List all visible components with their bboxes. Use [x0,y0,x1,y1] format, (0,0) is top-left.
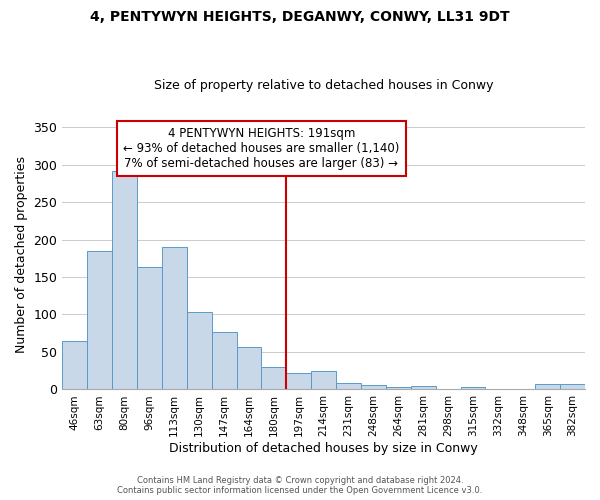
X-axis label: Distribution of detached houses by size in Conwy: Distribution of detached houses by size … [169,442,478,455]
Bar [87,251,112,390]
Title: Size of property relative to detached houses in Conwy: Size of property relative to detached ho… [154,79,493,92]
Bar [560,384,585,390]
Bar [212,332,236,390]
Bar [162,247,187,390]
Bar [236,346,262,390]
Bar [187,312,212,390]
Bar [485,388,511,390]
Bar [535,384,560,390]
Bar [311,372,336,390]
Bar [461,387,485,390]
Bar [137,268,162,390]
Bar [386,387,411,390]
Bar [112,170,137,390]
Bar [336,382,361,390]
Text: 4, PENTYWYN HEIGHTS, DEGANWY, CONWY, LL31 9DT: 4, PENTYWYN HEIGHTS, DEGANWY, CONWY, LL3… [90,10,510,24]
Bar [411,386,436,390]
Bar [262,367,286,390]
Text: 4 PENTYWYN HEIGHTS: 191sqm
← 93% of detached houses are smaller (1,140)
7% of se: 4 PENTYWYN HEIGHTS: 191sqm ← 93% of deta… [123,127,400,170]
Y-axis label: Number of detached properties: Number of detached properties [15,156,28,353]
Bar [361,385,386,390]
Bar [286,373,311,390]
Bar [436,388,461,390]
Text: Contains HM Land Registry data © Crown copyright and database right 2024.
Contai: Contains HM Land Registry data © Crown c… [118,476,482,495]
Bar [62,340,87,390]
